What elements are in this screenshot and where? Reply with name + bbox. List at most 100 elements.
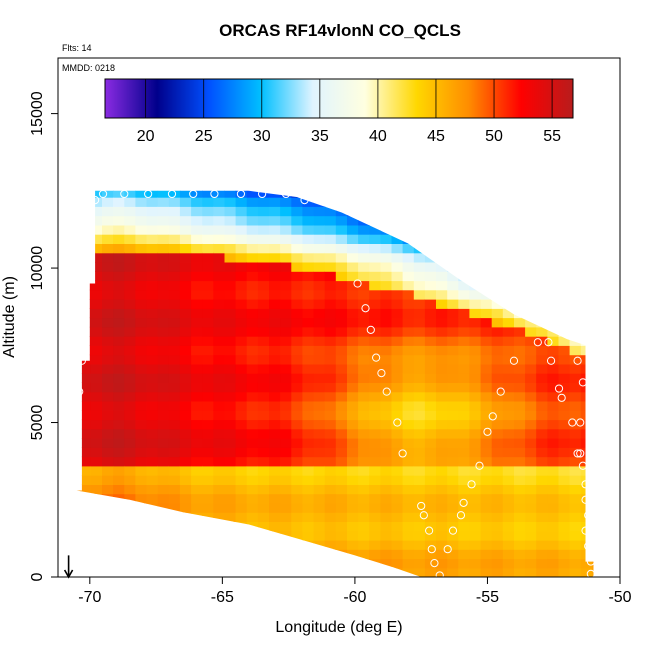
- heatmap-cell: [313, 475, 326, 485]
- heatmap-cell: [191, 261, 203, 272]
- heatmap-cell: [302, 410, 315, 421]
- heatmap-cell: [135, 197, 148, 207]
- heatmap-cell: [514, 493, 526, 504]
- heatmap-cell: [76, 475, 81, 485]
- heatmap-cell: [558, 493, 571, 504]
- heatmap-cell: [213, 391, 225, 402]
- heatmap-cell: [391, 493, 404, 504]
- heatmap-cell: [402, 382, 415, 393]
- heatmap-cell: [480, 456, 493, 467]
- heatmap-cell: [257, 558, 270, 569]
- heatmap-cell: [424, 261, 437, 272]
- heatmap-cell: [335, 271, 348, 282]
- heatmap-cell: [102, 336, 114, 346]
- flight-track-point: [488, 412, 497, 421]
- heatmap-cell: [168, 373, 181, 383]
- heatmap-cell: [569, 190, 582, 198]
- heatmap-cell: [447, 530, 459, 541]
- heatmap-cell: [179, 363, 192, 374]
- heatmap-cell: [168, 354, 181, 365]
- heatmap-cell: [113, 299, 125, 309]
- heatmap-cell: [213, 354, 225, 365]
- heatmap-cell: [491, 400, 504, 411]
- heatmap-cell: [514, 354, 526, 365]
- heatmap-cell: [491, 224, 504, 235]
- heatmap-cell: [157, 512, 170, 522]
- heatmap-cell: [157, 326, 170, 337]
- heatmap-cell: [514, 502, 526, 513]
- heatmap-cell: [402, 428, 415, 439]
- heatmap-cell: [124, 299, 136, 309]
- heatmap-cell: [447, 336, 459, 346]
- heatmap-cell: [257, 234, 270, 244]
- heatmap-cell: [436, 326, 448, 337]
- heatmap-cell: [202, 456, 214, 467]
- heatmap-cell: [124, 224, 136, 235]
- heatmap-cell: [191, 447, 203, 458]
- heatmap-cell: [90, 539, 103, 550]
- heatmap-cell: [436, 206, 448, 217]
- flight-track-point: [509, 356, 519, 365]
- heatmap-cell: [436, 234, 448, 244]
- heatmap-cell: [146, 289, 159, 300]
- heatmap-cell: [213, 512, 225, 522]
- heatmap-cell: [424, 354, 437, 365]
- heatmap-cell: [558, 382, 571, 393]
- flight-track-point: [398, 449, 407, 458]
- heatmap-cell: [469, 206, 482, 217]
- heatmap-cell: [536, 280, 548, 291]
- heatmap-cell: [90, 190, 103, 198]
- heatmap-cell: [269, 190, 281, 198]
- heatmap-cell: [558, 530, 571, 541]
- heatmap-cell: [469, 373, 482, 383]
- heatmap-cell: [369, 465, 381, 476]
- heatmap-cell: [135, 345, 148, 356]
- heatmap-cell: [213, 308, 225, 319]
- flight-track-point: [366, 325, 375, 334]
- heatmap-cell: [235, 234, 248, 244]
- heatmap-cell: [280, 438, 292, 448]
- heatmap-cell: [257, 391, 270, 402]
- heatmap-cell: [135, 289, 148, 300]
- heatmap-cell: [168, 252, 181, 263]
- heatmap-cell: [302, 354, 315, 365]
- mmdd-label: MMDD: 0218: [62, 63, 115, 73]
- heatmap-cell: [146, 354, 159, 365]
- heatmap-cell: [335, 521, 348, 532]
- heatmap-cell: [558, 558, 571, 569]
- heatmap-cell: [547, 206, 560, 217]
- heatmap-cell: [469, 410, 482, 421]
- heatmap-cell: [424, 280, 437, 291]
- heatmap-cell: [402, 558, 415, 569]
- heatmap-cell: [113, 493, 125, 504]
- heatmap-cell: [580, 438, 593, 448]
- heatmap-cell: [380, 190, 393, 198]
- heatmap-cell: [369, 391, 381, 402]
- heatmap-cell: [402, 567, 415, 578]
- heatmap-cell: [202, 530, 214, 541]
- heatmap-cell: [257, 382, 270, 393]
- heatmap-cell: [447, 502, 459, 513]
- heatmap-cell: [480, 289, 493, 300]
- heatmap-cell: [146, 317, 159, 328]
- heatmap-cell: [235, 224, 248, 235]
- heatmap-cell: [157, 224, 170, 235]
- heatmap-cell: [358, 326, 370, 337]
- heatmap-cell: [235, 215, 248, 226]
- heatmap-cell: [179, 549, 192, 560]
- heatmap-cell: [291, 521, 303, 532]
- heatmap-cell: [135, 190, 148, 198]
- heatmap-cell: [413, 428, 426, 439]
- heatmap-cell: [135, 410, 148, 421]
- heatmap-cell: [436, 558, 448, 569]
- heatmap-cell: [124, 410, 136, 421]
- heatmap-cell: [124, 391, 136, 402]
- heatmap-cell: [402, 261, 415, 272]
- heatmap-cell: [235, 512, 248, 522]
- heatmap-cell: [79, 400, 92, 411]
- heatmap-cell: [79, 261, 92, 272]
- heatmap-cell: [246, 567, 259, 578]
- heatmap-cell: [424, 317, 437, 328]
- heatmap-cell: [76, 326, 81, 337]
- heatmap-cell: [502, 391, 515, 402]
